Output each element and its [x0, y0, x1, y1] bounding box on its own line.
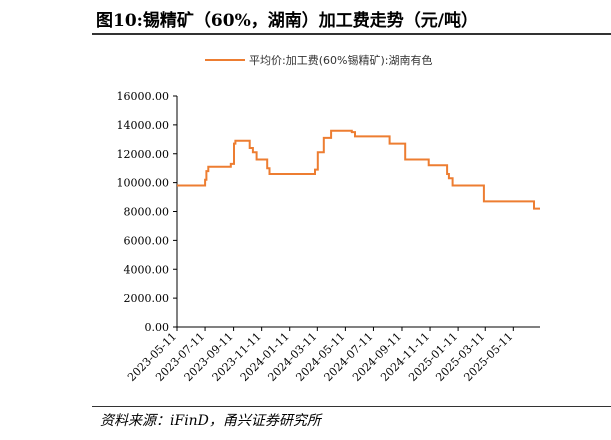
source-note: 资料来源：iFinD，甬兴证券研究所 [100, 413, 321, 429]
y-tick-label: 12000.00 [117, 148, 170, 161]
legend: 平均价:加工费(60%锡精矿):湖南有色 [205, 53, 432, 67]
y-tick-label: 14000.00 [117, 119, 170, 132]
legend-label: 平均价:加工费(60%锡精矿):湖南有色 [249, 53, 432, 67]
y-tick-label: 6000.00 [124, 234, 170, 247]
y-tick-label: 0.00 [145, 321, 170, 334]
y-tick-label: 10000.00 [117, 177, 170, 190]
y-tick-label: 4000.00 [124, 263, 170, 276]
x-axis: 2023-05-112023-07-112023-09-112023-11-11… [125, 326, 540, 384]
bottom-rule [92, 406, 611, 407]
figure-title: 图10:锡精矿（60%，湖南）加工费走势（元/吨） [96, 11, 478, 31]
y-tick-label: 8000.00 [124, 206, 170, 219]
series-line [177, 129, 540, 210]
plot-area [177, 129, 540, 210]
y-axis: 0.00 2000.00 4000.00 6000.00 8000.00 10000.00… [117, 90, 178, 334]
y-tick-label: 2000.00 [124, 292, 170, 305]
top-rule [92, 33, 611, 35]
y-tick-label: 16000.00 [117, 90, 170, 103]
